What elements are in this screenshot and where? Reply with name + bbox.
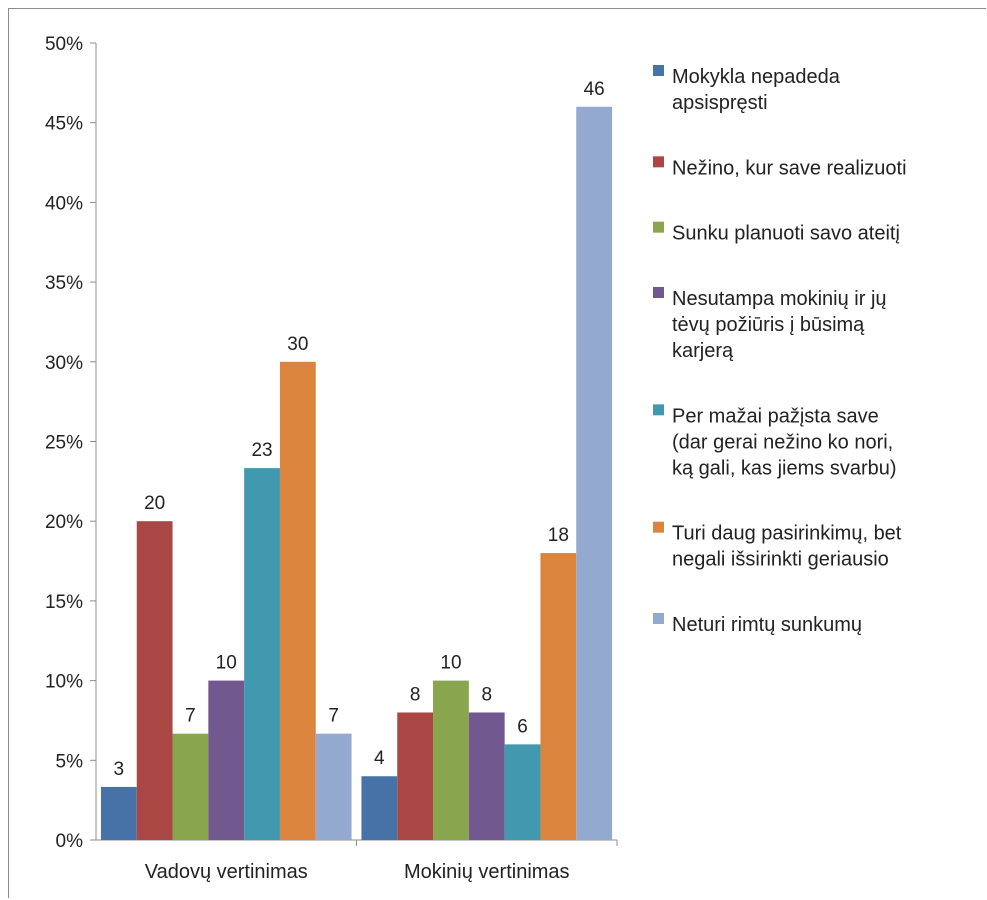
data-labels-layer: 3 20 7 10 23 30 7 4 8 10 8 6 18 46 (114, 79, 605, 780)
data-label: 4 (374, 748, 385, 769)
legend-swatch (653, 613, 664, 624)
x-category-label: Mokinių vertinimas (404, 861, 570, 883)
legend-label: Neturi rimtų sunkumų (672, 614, 862, 636)
axis-layer: 0% 5% 10% 15% 20% 25% 30% 35% 40% 45% 50% Vadovų ve… (45, 34, 618, 883)
legend-label-line: Neturi rimtų sunkumų (672, 614, 862, 636)
y-tick-label: 50% (45, 34, 83, 55)
legend-label: Turi daug pasirinkimų, bet negali išsirin… (672, 523, 902, 571)
legend-label: Nesutampa mokinių ir jų tėvų požiūris į b… (672, 288, 887, 362)
legend-label: Sunku planuoti savo ateitį (672, 223, 900, 245)
bar (136, 521, 173, 840)
data-label: 10 (216, 653, 237, 674)
legend-label: Nežino, kur save realizuoti (672, 157, 907, 179)
bars-layer (100, 106, 613, 840)
data-label: 3 (114, 759, 125, 780)
bar (361, 776, 398, 840)
y-tick-label: 35% (45, 273, 83, 294)
data-label: 7 (185, 706, 196, 727)
legend-label-line: Sunku planuoti savo ateitį (672, 223, 900, 245)
y-tick-label: 5% (56, 751, 84, 772)
legend-item: Per mažai pažįsta save (dar gerai nežino … (653, 404, 897, 479)
legend-swatch (653, 287, 664, 298)
bar (315, 733, 352, 840)
bar (279, 361, 316, 840)
legend-item: Sunku planuoti savo ateitį (653, 221, 900, 245)
data-label: 8 (481, 684, 492, 705)
bar (468, 712, 505, 840)
data-label: 7 (328, 706, 339, 727)
legend-swatch (653, 521, 664, 533)
legend-label-line: Mokykla nepadeda (672, 66, 841, 88)
y-tick-label: 45% (45, 114, 83, 135)
bar (172, 733, 209, 840)
data-label: 20 (144, 493, 165, 514)
bar (504, 744, 541, 840)
y-tick-label: 20% (45, 512, 83, 533)
y-tick-label: 30% (45, 353, 83, 374)
legend-item: Mokykla nepadeda apsispręsti (653, 65, 841, 114)
data-label: 10 (440, 653, 461, 674)
data-label: 8 (410, 684, 421, 705)
legend-item: Neturi rimtų sunkumų (653, 613, 862, 636)
legend-label-line: karjerą (672, 340, 734, 362)
legend-label-line: negali išsirinkti geriausio (672, 549, 889, 571)
legend-swatch (653, 156, 664, 168)
legend-label-line: ką gali, kas jiems svarbu) (672, 457, 897, 479)
chart-frame (8, 8, 986, 898)
legend-item: Nesutampa mokinių ir jų tėvų požiūris į b… (653, 287, 887, 362)
legend-label: Mokykla nepadeda apsispręsti (672, 66, 841, 114)
bar (397, 712, 434, 840)
legend-label: Per mažai pažįsta save (dar gerai nežino … (672, 405, 897, 479)
bar (540, 553, 577, 840)
legend-label-line: Turi daug pasirinkimų, bet (672, 523, 902, 545)
y-tick-label: 0% (56, 831, 84, 852)
bar (244, 468, 280, 840)
data-label: 30 (287, 334, 308, 355)
y-tick-label: 25% (45, 433, 83, 454)
legend-label-line: apsispręsti (672, 92, 768, 114)
legend-label-line: Nežino, kur save realizuoti (672, 157, 907, 179)
legend-label-line: tėvų požiūris į būsimą (672, 314, 865, 336)
bar (208, 680, 245, 840)
y-tick-label: 10% (45, 672, 83, 693)
legend-swatch (653, 221, 664, 233)
data-label: 18 (548, 525, 569, 546)
legend-item: Turi daug pasirinkimų, bet negali išsirin… (653, 521, 902, 571)
bar (576, 106, 613, 840)
legend-label-line: Nesutampa mokinių ir jų (672, 288, 887, 310)
legend-item: Nežino, kur save realizuoti (653, 156, 907, 179)
data-label: 23 (251, 440, 272, 461)
legend-label-line: (dar gerai nežino ko nori, (672, 431, 893, 453)
bar (100, 786, 137, 840)
legend-swatch (653, 404, 664, 416)
legend-label-line: Per mažai pažįsta save (672, 405, 879, 427)
legend-swatch (653, 65, 664, 76)
x-category-label: Vadovų vertinimas (145, 861, 308, 883)
legend: Mokykla nepadeda apsispręsti Nežino, kur s… (653, 65, 907, 636)
data-label: 6 (517, 716, 528, 737)
y-tick-label: 15% (45, 592, 83, 613)
bar (433, 680, 469, 840)
data-label: 46 (584, 79, 605, 100)
y-tick-label: 40% (45, 193, 83, 214)
